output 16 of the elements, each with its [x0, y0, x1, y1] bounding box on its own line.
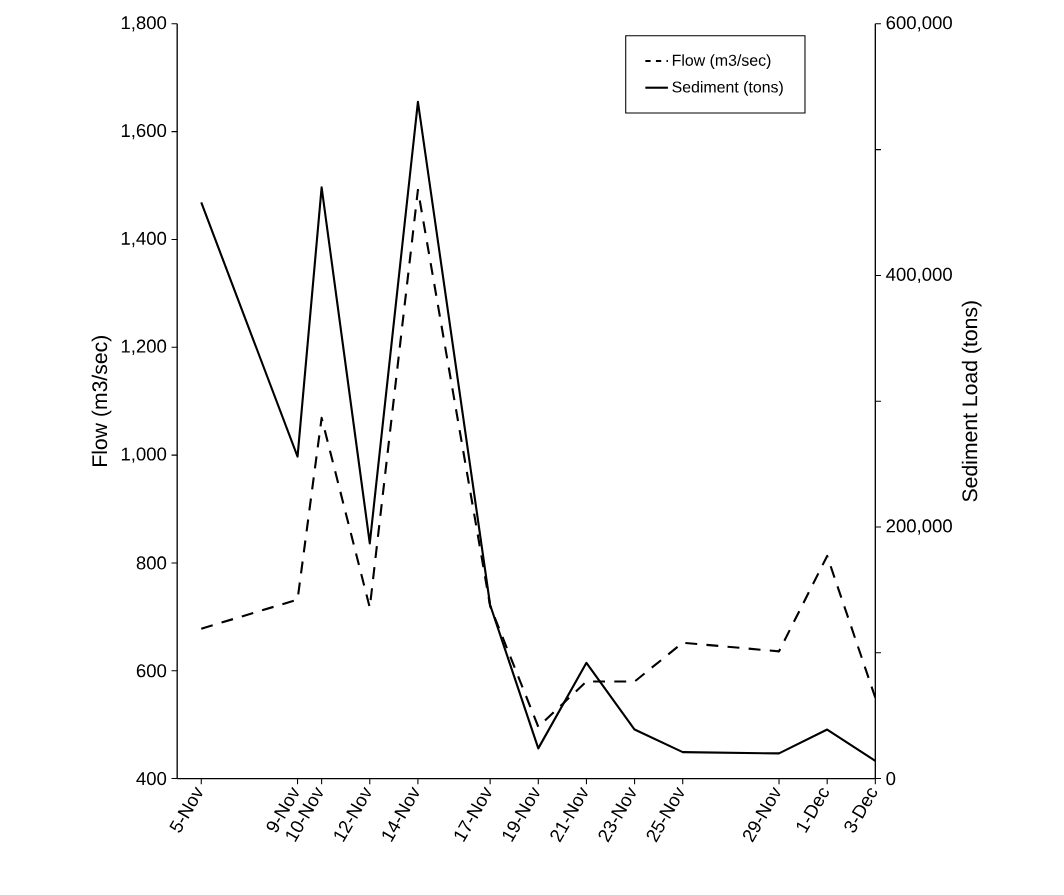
y-tick-label: 1,000	[121, 447, 167, 463]
y2-tick-label: 0	[886, 772, 896, 786]
y2-tick-label: 400,000	[886, 267, 952, 284]
legend-label: Sediment (tons)	[672, 81, 783, 96]
y-tick-label: 1,200	[121, 339, 167, 356]
legend-label: Flow (m3/sec)	[672, 54, 771, 70]
y2-axis-title: Sediment Load (tons)	[961, 301, 982, 502]
y-tick-label: 600	[136, 664, 167, 678]
y-tick-label: 1,800	[121, 16, 167, 32]
y2-tick-label: 200,000	[886, 519, 952, 535]
y-tick-label: 400	[136, 772, 167, 786]
y-tick-label: 800	[136, 556, 167, 570]
y-tick-label: 1,400	[121, 231, 167, 248]
y2-tick-label: 600,000	[886, 16, 952, 32]
y-axis-title: Flow (m3/sec)	[91, 336, 112, 467]
y-tick-label: 1,600	[121, 124, 167, 140]
